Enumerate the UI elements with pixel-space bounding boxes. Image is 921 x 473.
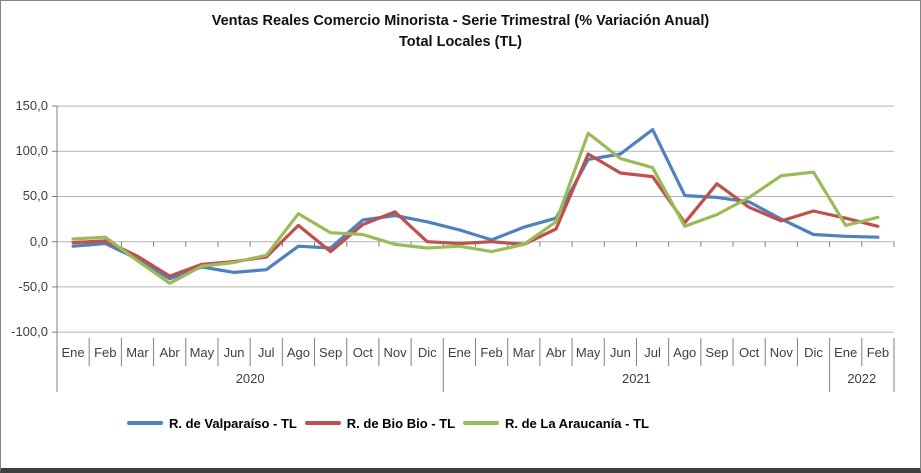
- x-axis-month-label: Ene: [61, 345, 85, 360]
- x-axis-month-label: Dic: [804, 345, 823, 360]
- legend-line-swatch: [304, 421, 341, 425]
- legend-item-valparaiso: R. de Valparaíso - TL: [127, 416, 297, 431]
- legend-item-bio-bio: R. de Bio Bio - TL: [304, 415, 456, 431]
- x-axis-month-label: Ene: [447, 345, 471, 360]
- y-axis-tick-label: -100,0: [11, 324, 48, 340]
- chart-title-line2: Total Locales (TL): [399, 34, 522, 50]
- x-axis-month-label: Jul: [644, 345, 661, 360]
- series-line-bio-bio: [71, 152, 880, 278]
- y-axis-tick-label: 150,0: [15, 98, 48, 114]
- series-line-valparaiso: [71, 128, 880, 281]
- legend-label: R. de Valparaíso - TL: [169, 415, 297, 431]
- chart-title: Ventas Reales Comercio Minorista - Serie…: [1, 11, 920, 53]
- y-axis-tick-label: 100,0: [15, 143, 48, 159]
- x-axis-month-label: Abr: [545, 345, 567, 360]
- x-axis-month-label: Feb: [480, 345, 503, 360]
- x-axis-month-label: Ago: [673, 345, 697, 360]
- x-axis-month-label: Dic: [417, 345, 437, 360]
- legend-item-la-araucania: R. de La Araucanía - TL: [462, 415, 649, 431]
- x-axis-year-label: 2022: [847, 371, 877, 386]
- x-axis-month-label: Ago: [286, 345, 310, 360]
- x-axis-month-label: Jul: [257, 345, 275, 360]
- x-axis-month-label: Mar: [512, 345, 535, 360]
- x-axis-month-label: Abr: [159, 345, 180, 360]
- legend-line-swatch: [462, 421, 499, 425]
- x-axis-month-label: Sep: [705, 345, 729, 360]
- y-axis-tick-label: 50,0: [22, 188, 48, 204]
- x-axis-month-label: Oct: [352, 345, 373, 360]
- x-axis-month-label: Feb: [94, 345, 117, 360]
- x-axis-month-label: Nov: [383, 345, 407, 360]
- x-axis-month-label: Jun: [609, 345, 631, 360]
- x-axis-year-label: 2020: [235, 371, 265, 386]
- legend-line-swatch: [127, 421, 163, 425]
- x-axis-month-label: May: [189, 345, 215, 360]
- x-axis-month-label: Mar: [126, 345, 149, 360]
- x-axis-month-label: Ene: [834, 345, 858, 360]
- x-axis-month-label: Jun: [223, 345, 245, 360]
- y-axis-tick-label: 0,0: [29, 233, 48, 249]
- legend: R. de Valparaíso - TL R. de Bio Bio - TL R…: [127, 412, 649, 434]
- x-axis-year-label: 2021: [621, 371, 651, 386]
- x-axis-month-label: Oct: [739, 345, 760, 360]
- x-axis-month-label: May: [575, 345, 601, 360]
- legend-label: R. de La Araucanía - TL: [504, 415, 649, 431]
- chart-title-line1: Ventas Reales Comercio Minorista - Serie…: [211, 13, 710, 29]
- legend-label: R. de Bio Bio - TL: [346, 415, 456, 431]
- x-axis-month-label: Sep: [319, 345, 343, 360]
- y-axis-tick-label: -50,0: [18, 278, 48, 294]
- series-line-la-araucania: [71, 131, 880, 285]
- x-axis-month-label: Feb: [866, 345, 890, 360]
- x-axis-month-label: Nov: [769, 345, 793, 360]
